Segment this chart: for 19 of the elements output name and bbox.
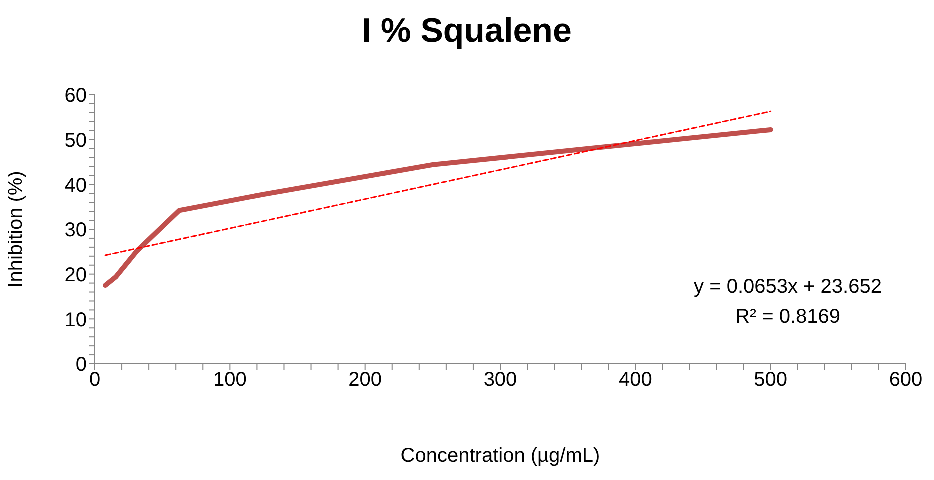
y-tick-label: 20 (64, 264, 87, 286)
y-tick-label: 10 (64, 309, 87, 332)
annotation: R² = 0.8169 (734, 306, 842, 329)
x-tick-label: 100 (213, 369, 247, 392)
x-tick-label: 600 (889, 369, 923, 392)
x-tick-label: 400 (618, 369, 652, 392)
chart-title: I % Squalene (361, 11, 573, 52)
x-axis-title: Concentration (µg/mL) (400, 445, 600, 467)
y-tick-label: 30 (64, 220, 87, 242)
y-tick-label: 40 (64, 174, 87, 197)
y-tick-label: 0 (76, 354, 87, 376)
x-tick-label: 200 (348, 369, 382, 392)
y-axis-title: Inhibition (%) (5, 171, 28, 288)
y-tick-label: 50 (64, 130, 87, 152)
y-tick-label: 60 (64, 85, 87, 108)
x-tick-label: 0 (89, 369, 101, 392)
x-tick-label: 500 (754, 369, 788, 392)
x-tick-label: 300 (484, 369, 518, 392)
annotation: y = 0.0653x + 23.652 (693, 276, 883, 299)
